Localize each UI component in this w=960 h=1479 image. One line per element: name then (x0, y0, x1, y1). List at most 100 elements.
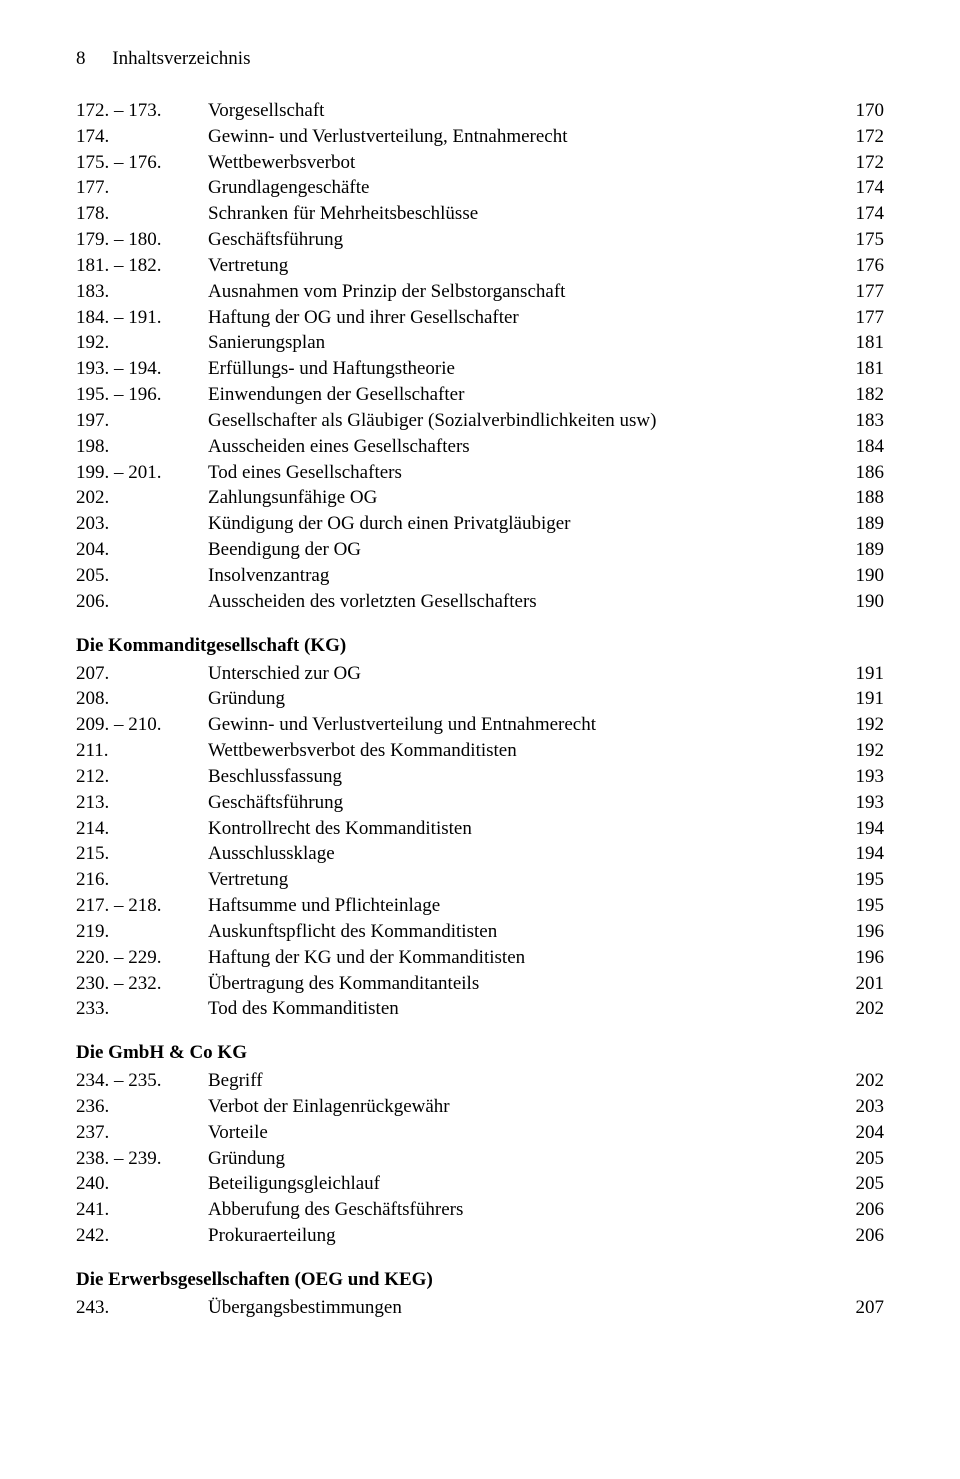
entry-title: Ausnahmen vom Prinzip der Selbstorgansch… (208, 279, 836, 305)
entry-title: Prokuraerteilung (208, 1223, 836, 1249)
toc-row: 219.Auskunftspflicht des Kommanditisten1… (76, 919, 884, 945)
entry-title: Vertretung (208, 867, 836, 893)
entry-number: 205. (76, 563, 208, 589)
toc-block: 234. – 235.Begriff202236.Verbot der Einl… (76, 1068, 884, 1249)
entry-title: Sanierungsplan (208, 330, 836, 356)
entry-number: 212. (76, 764, 208, 790)
toc-row: 215.Ausschlussklage194 (76, 841, 884, 867)
entry-title: Haftsumme und Pflichteinlage (208, 893, 836, 919)
entry-page: 196 (836, 919, 884, 945)
entry-title: Tod des Kommanditisten (208, 996, 836, 1022)
entry-page: 205 (836, 1171, 884, 1197)
entry-number: 215. (76, 841, 208, 867)
entry-number: 172. – 173. (76, 98, 208, 124)
entry-title: Ausscheiden des vorletzten Gesellschafte… (208, 589, 836, 615)
toc-row: 233.Tod des Kommanditisten202 (76, 996, 884, 1022)
running-title: Inhaltsverzeichnis (112, 48, 250, 69)
entry-number: 209. – 210. (76, 712, 208, 738)
entry-title: Gesellschafter als Gläubiger (Sozialverb… (208, 408, 836, 434)
entry-number: 204. (76, 537, 208, 563)
entry-page: 189 (836, 537, 884, 563)
toc-row: 237.Vorteile204 (76, 1120, 884, 1146)
entry-page: 190 (836, 589, 884, 615)
entry-page: 193 (836, 790, 884, 816)
toc-row: 230. – 232.Übertragung des Kommanditante… (76, 971, 884, 997)
toc-container: 172. – 173.Vorgesellschaft170174.Gewinn-… (76, 98, 884, 1321)
entry-number: 219. (76, 919, 208, 945)
entry-number: 242. (76, 1223, 208, 1249)
toc-row: 181. – 182.Vertretung176 (76, 253, 884, 279)
entry-number: 238. – 239. (76, 1146, 208, 1172)
entry-number: 184. – 191. (76, 305, 208, 331)
toc-row: 184. – 191.Haftung der OG und ihrer Gese… (76, 305, 884, 331)
entry-number: 236. (76, 1094, 208, 1120)
page-number: 8 (76, 48, 86, 70)
running-header: 8 Inhaltsverzeichnis (76, 48, 884, 70)
entry-page: 184 (836, 434, 884, 460)
entry-page: 186 (836, 460, 884, 486)
entry-number: 206. (76, 589, 208, 615)
entry-number: 181. – 182. (76, 253, 208, 279)
entry-page: 194 (836, 816, 884, 842)
entry-number: 230. – 232. (76, 971, 208, 997)
toc-row: 204.Beendigung der OG189 (76, 537, 884, 563)
entry-title: Begriff (208, 1068, 836, 1094)
entry-number: 197. (76, 408, 208, 434)
toc-row: 214.Kontrollrecht des Kommanditisten194 (76, 816, 884, 842)
entry-number: 174. (76, 124, 208, 150)
entry-page: 191 (836, 661, 884, 687)
entry-number: 220. – 229. (76, 945, 208, 971)
entry-number: 214. (76, 816, 208, 842)
entry-title: Übertragung des Kommanditanteils (208, 971, 836, 997)
entry-title: Ausscheiden eines Gesellschafters (208, 434, 836, 460)
entry-number: 192. (76, 330, 208, 356)
entry-title: Wettbewerbsverbot (208, 150, 836, 176)
toc-row: 205.Insolvenzantrag190 (76, 563, 884, 589)
entry-number: 241. (76, 1197, 208, 1223)
entry-title: Geschäftsführung (208, 227, 836, 253)
entry-page: 188 (836, 485, 884, 511)
toc-row: 202.Zahlungsunfähige OG188 (76, 485, 884, 511)
entry-title: Gewinn- und Verlustverteilung, Entnahmer… (208, 124, 836, 150)
entry-page: 206 (836, 1223, 884, 1249)
entry-page: 183 (836, 408, 884, 434)
toc-row: 183.Ausnahmen vom Prinzip der Selbstorga… (76, 279, 884, 305)
entry-number: 202. (76, 485, 208, 511)
entry-title: Verbot der Einlagenrückgewähr (208, 1094, 836, 1120)
entry-page: 190 (836, 563, 884, 589)
entry-page: 205 (836, 1146, 884, 1172)
entry-title: Vorgesellschaft (208, 98, 836, 124)
entry-title: Gewinn- und Verlustverteilung und Entnah… (208, 712, 836, 738)
entry-number: 237. (76, 1120, 208, 1146)
entry-number: 208. (76, 686, 208, 712)
entry-number: 175. – 176. (76, 150, 208, 176)
entry-page: 203 (836, 1094, 884, 1120)
toc-row: 192.Sanierungsplan181 (76, 330, 884, 356)
entry-page: 177 (836, 279, 884, 305)
toc-row: 203.Kündigung der OG durch einen Privatg… (76, 511, 884, 537)
toc-row: 242.Prokuraerteilung206 (76, 1223, 884, 1249)
section-heading: Die Kommanditgesellschaft (KG) (76, 635, 884, 657)
toc-row: 212.Beschlussfassung193 (76, 764, 884, 790)
entry-page: 194 (836, 841, 884, 867)
toc-row: 193. – 194.Erfüllungs- und Haftungstheor… (76, 356, 884, 382)
entry-page: 196 (836, 945, 884, 971)
entry-page: 206 (836, 1197, 884, 1223)
toc-row: 207.Unterschied zur OG191 (76, 661, 884, 687)
entry-number: 193. – 194. (76, 356, 208, 382)
entry-page: 202 (836, 996, 884, 1022)
entry-title: Beendigung der OG (208, 537, 836, 563)
toc-row: 175. – 176.Wettbewerbsverbot172 (76, 150, 884, 176)
entry-title: Tod eines Gesellschafters (208, 460, 836, 486)
entry-page: 172 (836, 124, 884, 150)
toc-row: 216.Vertretung195 (76, 867, 884, 893)
entry-title: Ausschlussklage (208, 841, 836, 867)
entry-title: Einwendungen der Gesellschafter (208, 382, 836, 408)
entry-number: 217. – 218. (76, 893, 208, 919)
entry-page: 192 (836, 712, 884, 738)
entry-number: 233. (76, 996, 208, 1022)
entry-number: 234. – 235. (76, 1068, 208, 1094)
entry-number: 195. – 196. (76, 382, 208, 408)
entry-page: 191 (836, 686, 884, 712)
entry-page: 204 (836, 1120, 884, 1146)
